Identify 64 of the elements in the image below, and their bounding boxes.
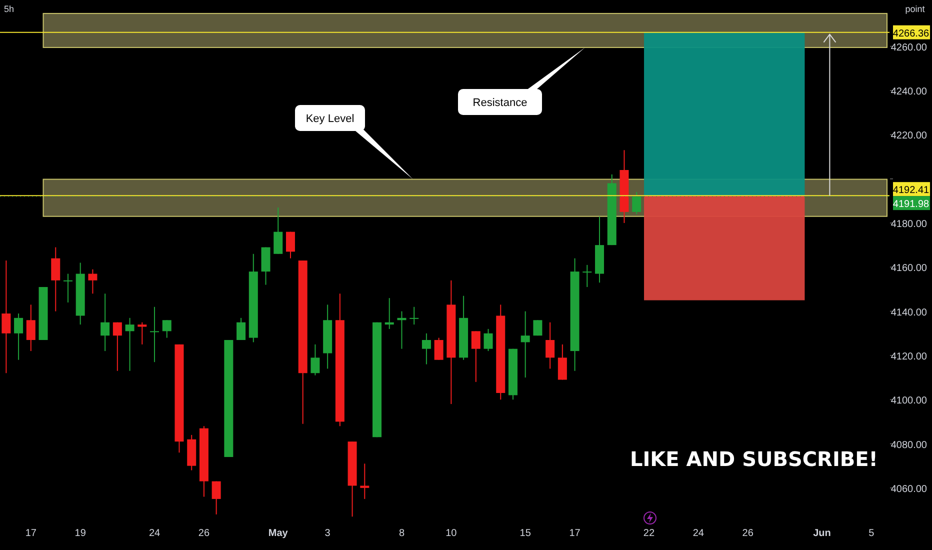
candlestick	[533, 320, 542, 336]
x-tick-label: 17	[25, 528, 37, 539]
candlestick	[88, 268, 98, 294]
candlestick	[51, 246, 60, 312]
x-tick-label: 22	[643, 528, 655, 539]
candlestick	[410, 306, 419, 326]
x-tick-label: 15	[520, 528, 532, 539]
y-tick-label: 4080.00	[890, 440, 928, 451]
y-tick-label: 4100.00	[890, 396, 928, 407]
candlestick	[14, 313, 24, 360]
x-tick-label: 10	[446, 528, 458, 539]
candlestick	[422, 332, 431, 365]
candlestick	[471, 330, 480, 382]
candlestick	[286, 231, 295, 259]
candlestick	[632, 192, 642, 215]
x-tick-label: 8	[398, 528, 405, 539]
y-axis-title: point	[905, 4, 926, 14]
candlestick	[100, 293, 110, 352]
candlestick	[546, 322, 555, 370]
y-tick-label: 4180.00	[890, 218, 928, 230]
x-tick-label: 17	[569, 528, 581, 539]
candlestick	[2, 260, 11, 374]
candlestick	[138, 322, 147, 345]
candlestick	[26, 304, 36, 352]
candlestick	[434, 337, 444, 360]
candlestick	[112, 322, 122, 372]
candlestick	[582, 264, 592, 288]
candlestick	[484, 328, 493, 352]
y-tick-label: 4240.00	[890, 86, 928, 98]
y-tick-label: 4120.00	[890, 351, 928, 362]
candlestick	[520, 310, 530, 378]
candlestick	[236, 317, 246, 340]
ref-line-label: 4266.36	[892, 28, 930, 40]
x-tick-label: May	[268, 528, 288, 539]
candlestick	[397, 310, 406, 350]
x-tick-label: 26	[198, 528, 210, 539]
y-tick-label: 4160.00	[890, 263, 928, 274]
candlestick	[558, 344, 567, 380]
chart-title: 5h	[4, 4, 14, 14]
y-tick-label: 4260.00	[890, 42, 928, 54]
annotation: Key Level	[306, 113, 354, 125]
y-tick-label: 4060.00	[890, 484, 928, 495]
candlestick	[63, 273, 72, 303]
candlestick	[274, 207, 283, 254]
ref-line-label: 4192.41	[892, 185, 930, 196]
candlestick	[310, 344, 320, 376]
x-tick-label: 24	[692, 528, 704, 539]
x-tick-label: 19	[74, 528, 86, 539]
x-tick-label: 24	[148, 528, 161, 539]
candlestick	[162, 320, 172, 338]
candlestick	[212, 480, 221, 515]
x-tick-label: 3	[324, 528, 331, 539]
candlestick	[360, 463, 370, 500]
y-tick-label: 4220.00	[890, 130, 928, 142]
candlestick	[125, 317, 134, 372]
annotation: LIKE AND SUBSCRIBE!	[630, 447, 878, 471]
x-tick-label: 26	[742, 528, 754, 539]
x-tick-label: 5	[868, 528, 875, 539]
annotation: Resistance	[472, 97, 528, 109]
ref-line-label: 4191.98	[892, 199, 930, 210]
candlestick	[384, 298, 394, 330]
y-tick-label: 4140.00	[890, 307, 928, 318]
x-tick-label: Jun	[813, 528, 831, 539]
candlestick	[150, 306, 160, 363]
